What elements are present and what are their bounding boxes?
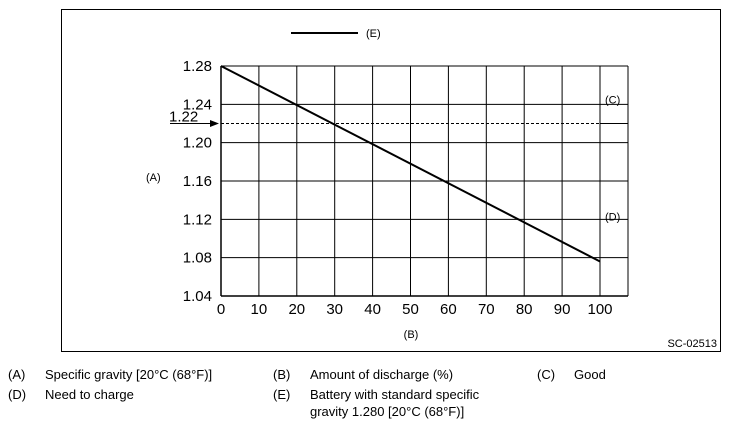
legend-text: Battery with standard specific [310, 387, 480, 402]
x-tick-label: 90 [554, 301, 571, 318]
legend-key: (B) [273, 367, 291, 382]
x-tick-label: 60 [440, 301, 457, 318]
chart-grid [220, 65, 629, 297]
y-tick-labels: 1.28 1.24 1.20 1.16 1.12 1.08 1.04 [183, 58, 212, 305]
y-tick-label: 1.04 [183, 288, 212, 305]
threshold-label: 1.22 [169, 109, 198, 126]
x-tick-label: 100 [587, 301, 612, 318]
legend-key: (C) [537, 367, 556, 382]
legend-text: Specific gravity [20°C (68°F)] [45, 367, 213, 382]
x-tick-label: 10 [251, 301, 268, 318]
x-tick-label: 50 [402, 301, 419, 318]
y-tick-label: 1.16 [183, 173, 212, 190]
y-axis-label: (A) [146, 172, 161, 184]
x-tick-label: 70 [478, 301, 495, 318]
legend-text-line2: gravity 1.280 [20°C (68°F)] [310, 404, 465, 419]
arrow-head [210, 120, 219, 127]
figure-id: SC-02513 [667, 338, 717, 350]
discharge-chart: 1.28 1.24 1.20 1.16 1.12 1.08 1.04 0 10 20 30 40 50… [146, 28, 717, 350]
x-tick-label: 30 [326, 301, 343, 318]
x-axis-label: (B) [404, 329, 419, 341]
y-tick-label: 1.28 [183, 58, 212, 75]
legend-text: Amount of discharge (%) [310, 367, 454, 382]
figure-frame [61, 9, 721, 352]
legend-label: (E) [366, 28, 381, 40]
region-charge-label: (D) [605, 211, 620, 223]
y-tick-label: 1.24 [183, 96, 212, 113]
x-tick-label: 0 [217, 301, 225, 318]
threshold-arrow [170, 120, 219, 127]
x-tick-labels: 0 10 20 30 40 50 60 70 80 90 100 [217, 301, 613, 318]
x-tick-label: 40 [364, 301, 381, 318]
legend-key: (A) [8, 367, 26, 382]
x-tick-label: 80 [516, 301, 533, 318]
legend-text: Need to charge [45, 387, 134, 402]
region-good-label: (C) [605, 94, 620, 106]
x-tick-label: 20 [288, 301, 305, 318]
legend-key: (E) [273, 387, 291, 402]
series-line [220, 65, 601, 263]
legend-key: (D) [8, 387, 27, 402]
y-tick-label: 1.12 [183, 211, 212, 228]
legend-text: Good [574, 367, 606, 382]
y-tick-label: 1.08 [183, 250, 212, 267]
y-tick-label: 1.20 [183, 135, 212, 152]
